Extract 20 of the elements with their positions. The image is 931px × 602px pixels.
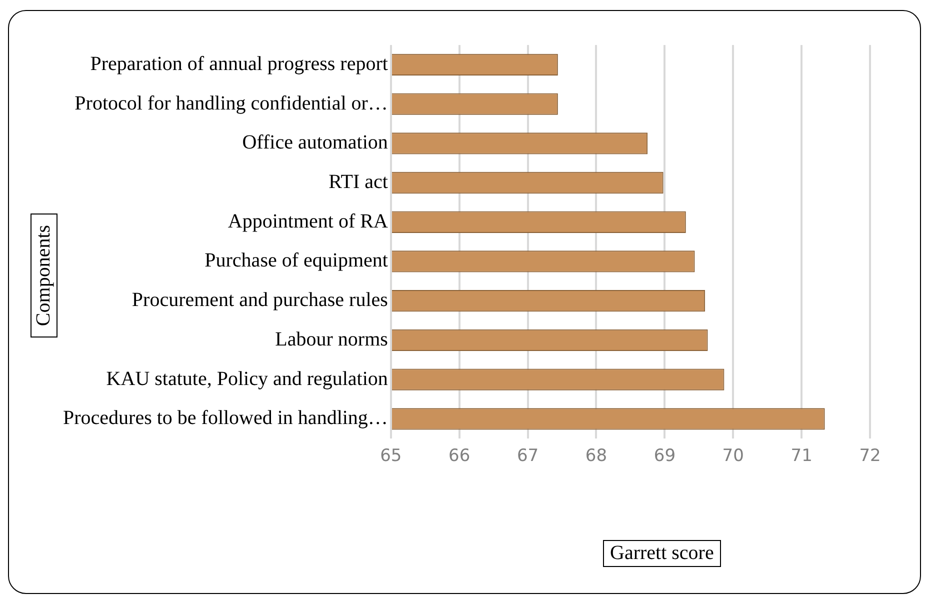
x-axis-title: Garrett score: [603, 540, 721, 567]
y-tick-label: Preparation of annual progress report: [90, 52, 388, 75]
x-tick-label: 72: [859, 446, 881, 466]
y-axis-title: Components: [30, 214, 58, 338]
y-tick-label: KAU statute, Policy and regulation: [106, 368, 388, 390]
y-tick-label: Procedures to be followed in handling…: [62, 407, 388, 430]
y-tick-label: Labour norms: [275, 328, 388, 350]
y-tick-label: Purchase of equipment: [204, 250, 388, 272]
y-tick-label: Protocol for handling confidential or…: [74, 92, 388, 114]
x-tick-label: 65: [380, 446, 402, 466]
x-tick-label: 68: [585, 446, 608, 466]
x-tick-label: 66: [448, 446, 470, 466]
y-tick-label: Appointment of RA: [228, 210, 388, 232]
x-tick-label: 70: [722, 446, 744, 466]
y-tick-label: RTI act: [328, 171, 388, 194]
x-tick-label: 71: [790, 446, 812, 466]
y-tick-label: Procurement and purchase rules: [132, 289, 388, 312]
y-tick-label: Office automation: [242, 132, 388, 154]
x-tick-label: 67: [516, 446, 539, 466]
x-tick-label: 69: [654, 446, 676, 466]
